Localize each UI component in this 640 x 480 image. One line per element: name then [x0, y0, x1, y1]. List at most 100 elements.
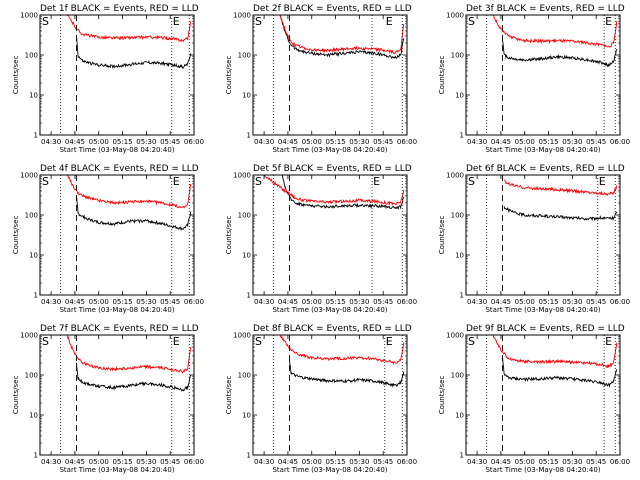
panel-5-y-axis-label: Counts/sec — [225, 216, 233, 255]
panel-1-xtick-label-05:00: 05:00 — [89, 138, 109, 146]
panel-2-marker-E: E — [386, 15, 393, 28]
panel-7-title: Det 7f BLACK = Events, RED = LLD — [40, 324, 199, 334]
panel-6-xtick-label-05:45: 05:45 — [586, 298, 606, 306]
panel-1-xtick-label-04:30: 04:30 — [41, 138, 61, 146]
panel-5-ytick-label-1: 1 — [247, 292, 251, 300]
panel-6: Det 6f BLACK = Events, RED = LLD 1 10 100 1… — [438, 164, 630, 314]
panel-2-ytick-label-100: 100 — [238, 52, 251, 60]
panel-6-ytick-label-1000: 1000 — [446, 172, 464, 180]
panel-7-xtick-label-04:45: 04:45 — [65, 458, 85, 466]
panel-5-frame — [252, 174, 408, 296]
panel-5-ytick-label-10: 10 — [242, 252, 251, 260]
panel-7-xtick-label-05:30: 05:30 — [136, 458, 156, 466]
panel-4-ytick-label-10: 10 — [29, 252, 38, 260]
panel-1-xtick-label-06:00: 06:00 — [184, 138, 204, 146]
panel-7-ytick-label-100: 100 — [25, 372, 38, 380]
panel-2-title: Det 2f BLACK = Events, RED = LLD — [253, 4, 412, 14]
panel-4-marker-E: E — [173, 175, 180, 188]
panel-6-ytick-label-100: 100 — [451, 212, 464, 220]
panel-5-marker-E: E — [373, 175, 380, 188]
panel-9-xtick-label-05:15: 05:15 — [538, 458, 558, 466]
panel-2-ytick-label-1: 1 — [247, 132, 251, 140]
panel-6-title: Det 6f BLACK = Events, RED = LLD — [466, 164, 625, 174]
panel-3-frame — [465, 14, 621, 136]
panel-1-xtick-label-05:15: 05:15 — [112, 138, 132, 146]
panel-6-xtick-label-05:00: 05:00 — [515, 298, 535, 306]
panel-5-marker-S: S — [255, 175, 262, 188]
panel-2-frame — [252, 14, 408, 136]
panel-3-xtick-label-05:45: 05:45 — [586, 138, 606, 146]
panel-1-marker-S: S — [42, 15, 49, 28]
panel-5-ytick-label-1000: 1000 — [233, 172, 251, 180]
panel-5-xtick-label-06:00: 06:00 — [397, 298, 417, 306]
panel-6-x-axis-label: Start Time (03-May-08 04:20:40) — [485, 306, 600, 314]
panel-9-xtick-label-05:00: 05:00 — [515, 458, 535, 466]
panel-3-xtick-label-05:00: 05:00 — [515, 138, 535, 146]
panel-6-xtick-label-05:15: 05:15 — [538, 298, 558, 306]
panel-7-series-lld-line — [66, 335, 192, 374]
panel-9-y-axis-label: Counts/sec — [438, 376, 446, 415]
panel-4-ytick-label-100: 100 — [25, 212, 38, 220]
panel-1-ytick-label-10: 10 — [29, 92, 38, 100]
panel-5-title: Det 5f BLACK = Events, RED = LLD — [253, 164, 412, 174]
panel-5-series-events-line — [281, 175, 405, 210]
panel-7-xtick-label-06:00: 06:00 — [184, 458, 204, 466]
panel-4-xtick-label-04:45: 04:45 — [65, 298, 85, 306]
panel-7-frame — [39, 334, 195, 456]
panel-2-series-group — [279, 15, 405, 60]
panel-7-series-events-line — [76, 362, 192, 392]
panel-1-frame — [39, 14, 195, 136]
panel-7-xtick-label-05:15: 05:15 — [112, 458, 132, 466]
panel-3-ytick-label-1: 1 — [460, 132, 464, 140]
panel-8-ytick-label-100: 100 — [238, 372, 251, 380]
panel-6-series-group — [503, 179, 618, 222]
panel-9-xtick-label-05:30: 05:30 — [562, 458, 582, 466]
panel-2: Det 2f BLACK = Events, RED = LLD 1 10 100 1… — [225, 4, 417, 154]
panel-9-marker-E: E — [605, 335, 612, 348]
panel-4-xtick-label-05:00: 05:00 — [89, 298, 109, 306]
panel-3-series-lld-line — [492, 15, 618, 48]
panel-9-ytick-label-100: 100 — [451, 372, 464, 380]
panel-4-ytick-label-1000: 1000 — [20, 172, 38, 180]
panel-1: Det 1f BLACK = Events, RED = LLD 1 10 100 1… — [12, 4, 204, 154]
panel-3-x-axis-label: Start Time (03-May-08 04:20:40) — [485, 146, 600, 154]
panel-6-ytick-label-1: 1 — [460, 292, 464, 300]
panel-8-marker-S: S — [255, 335, 262, 348]
panel-8-xtick-label-04:30: 04:30 — [254, 458, 274, 466]
panel-3-series-events-line — [502, 40, 618, 68]
panel-1-xtick-label-05:30: 05:30 — [136, 138, 156, 146]
panel-1-ytick-label-1000: 1000 — [20, 12, 38, 20]
panel-4-marker-S: S — [42, 175, 49, 188]
panel-3-series-group — [492, 15, 618, 68]
panel-5-series-group — [259, 175, 405, 210]
panel-7-ytick-label-1000: 1000 — [20, 332, 38, 340]
panel-7-x-axis-label: Start Time (03-May-08 04:20:40) — [59, 466, 174, 474]
panel-9-xtick-label-04:30: 04:30 — [467, 458, 487, 466]
panel-3-ytick-label-100: 100 — [451, 52, 464, 60]
panel-6-xtick-label-04:30: 04:30 — [467, 298, 487, 306]
panel-2-xtick-label-05:45: 05:45 — [373, 138, 393, 146]
panel-4-series-group — [66, 175, 192, 231]
panel-7-ytick-label-10: 10 — [29, 412, 38, 420]
panel-8-ytick-label-1000: 1000 — [233, 332, 251, 340]
panel-1-x-axis-label: Start Time (03-May-08 04:20:40) — [59, 146, 174, 154]
panel-6-ytick-label-10: 10 — [455, 252, 464, 260]
panel-9-series-group — [492, 335, 618, 388]
panel-8-x-axis-label: Start Time (03-May-08 04:20:40) — [272, 466, 387, 474]
panel-2-xtick-label-06:00: 06:00 — [397, 138, 417, 146]
panel-7-marker-E: E — [173, 335, 180, 348]
panel-6-marker-S: S — [468, 175, 475, 188]
panel-8-xtick-label-05:45: 05:45 — [373, 458, 393, 466]
panel-6-xtick-label-05:30: 05:30 — [562, 298, 582, 306]
panel-5-xtick-label-05:15: 05:15 — [325, 298, 345, 306]
panel-9-xtick-label-05:45: 05:45 — [586, 458, 606, 466]
panel-1-xtick-label-05:45: 05:45 — [160, 138, 180, 146]
panel-9-ytick-label-1: 1 — [460, 452, 464, 460]
panel-8-series-group — [279, 335, 405, 388]
panel-8-xtick-label-06:00: 06:00 — [397, 458, 417, 466]
panel-4: Det 4f BLACK = Events, RED = LLD 1 10 100 1… — [12, 164, 204, 314]
panel-7-xtick-label-04:30: 04:30 — [41, 458, 61, 466]
panel-7-xtick-label-05:45: 05:45 — [160, 458, 180, 466]
panel-1-ytick-label-1: 1 — [34, 132, 38, 140]
panel-2-xtick-label-05:00: 05:00 — [302, 138, 322, 146]
